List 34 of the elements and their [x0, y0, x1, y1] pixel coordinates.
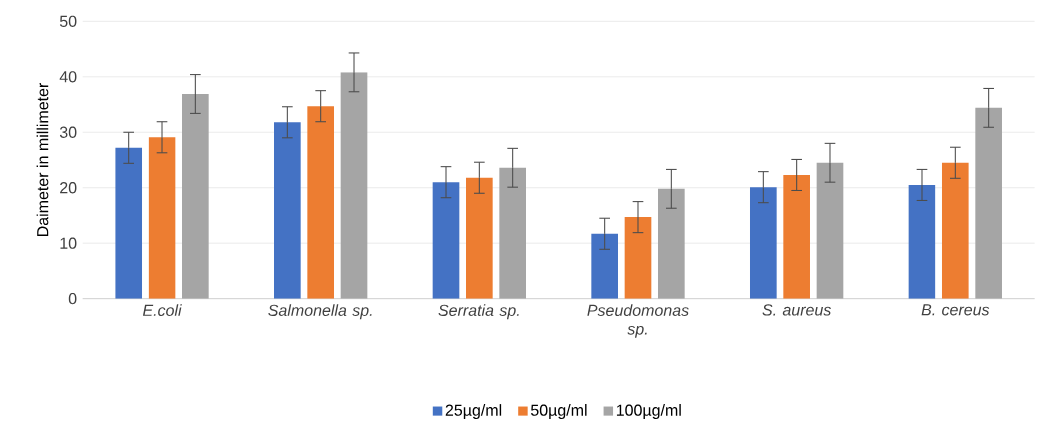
x-tick-label: B. cereus	[921, 304, 990, 316]
legend-label: 100µg/ml	[616, 404, 681, 420]
bar	[340, 72, 368, 299]
x-tick-label: Pseudomonas sp.	[587, 304, 689, 338]
bar	[908, 184, 936, 299]
bar	[816, 162, 844, 299]
bar	[658, 188, 685, 299]
bar	[115, 147, 143, 299]
bar	[148, 137, 176, 299]
y-tick-label: 40	[59, 71, 77, 83]
bar	[783, 174, 810, 299]
legend-label: 25µg/ml	[445, 404, 502, 420]
bar	[274, 122, 301, 299]
bar	[432, 182, 460, 299]
y-tick-label: 20	[60, 182, 77, 194]
bar	[499, 167, 526, 299]
y-tick-label: 10	[60, 237, 77, 249]
y-axis-title: Daimeter in millimeter	[36, 82, 49, 237]
x-tick-label: S. aureus	[762, 304, 832, 316]
y-tick-label: 50	[59, 15, 77, 27]
bar	[591, 233, 618, 299]
bar	[941, 162, 969, 299]
legend-label: 50µg/ml	[530, 404, 587, 420]
bar	[466, 177, 493, 299]
bar	[182, 93, 209, 299]
bar	[749, 187, 777, 299]
bar	[975, 107, 1002, 299]
x-tick-label: Serratia sp.	[438, 304, 519, 320]
y-tick-label: 30	[59, 126, 77, 138]
x-tick-label: E.coli	[142, 304, 182, 316]
x-tick-label: Salmonella sp.	[268, 304, 372, 320]
bar	[624, 217, 652, 299]
bar	[307, 106, 334, 299]
y-tick-label: 0	[68, 293, 77, 305]
